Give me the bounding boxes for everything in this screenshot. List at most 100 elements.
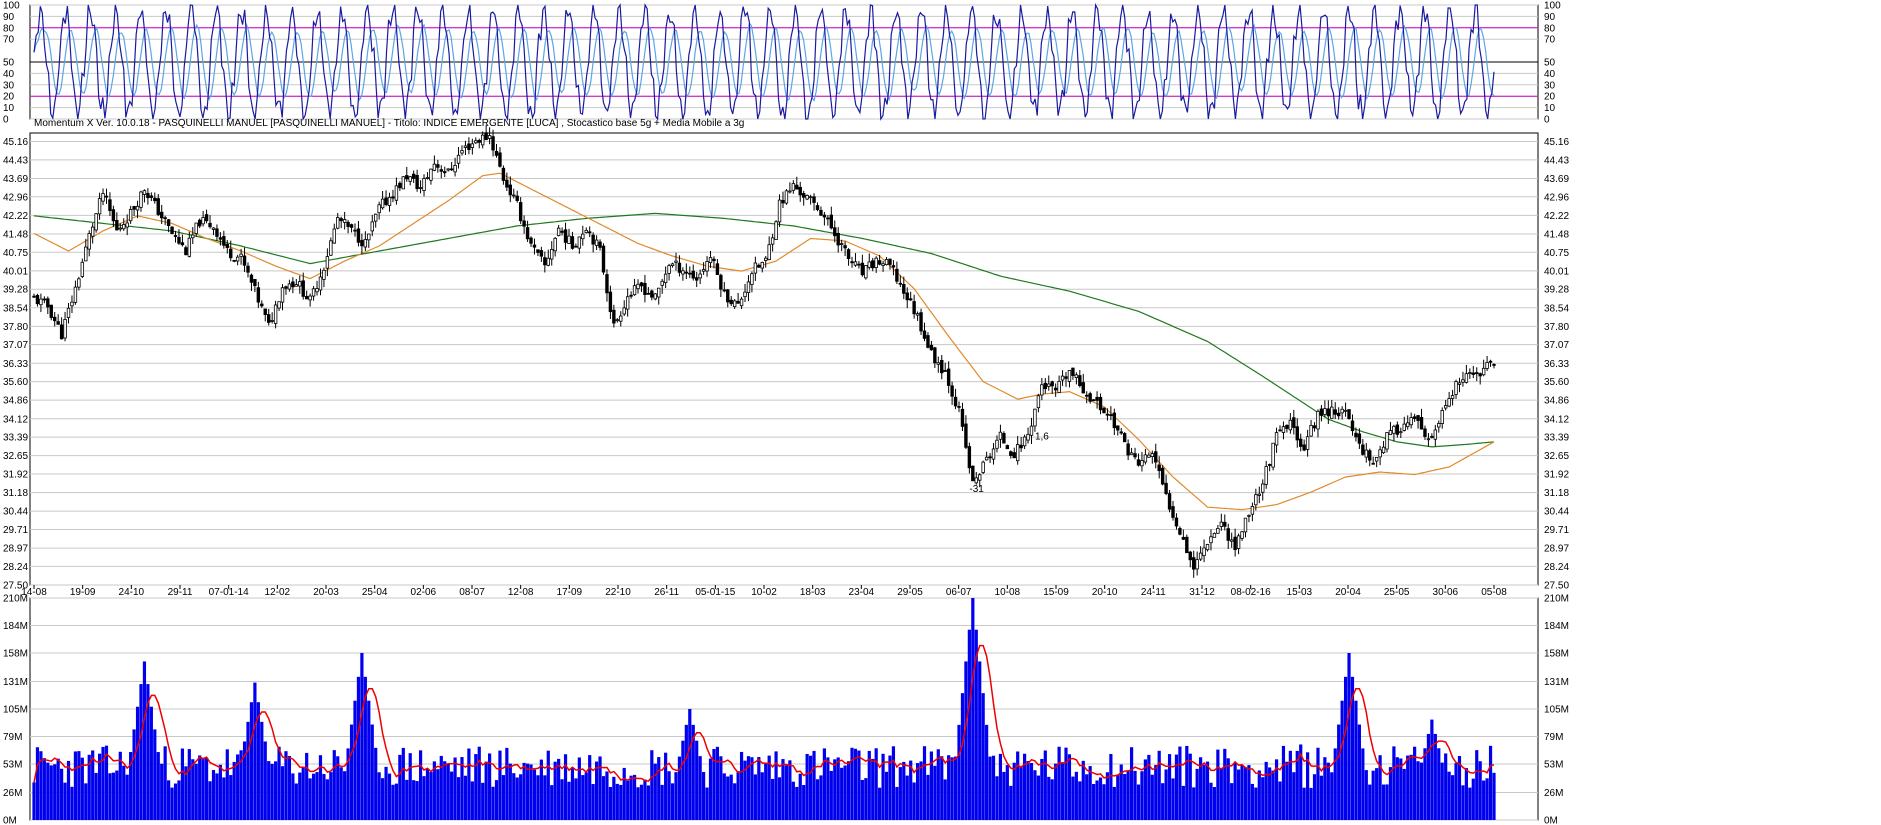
- price-x-tick-label: 29-11: [168, 587, 193, 598]
- candle-body: [422, 178, 426, 191]
- candle-body: [1129, 452, 1134, 455]
- volume-bar: [187, 749, 191, 820]
- candle-body: [1412, 416, 1417, 419]
- candle-body: [1229, 539, 1234, 542]
- price-tick-label-left: 31.92: [3, 470, 28, 481]
- candle-body: [97, 198, 102, 215]
- volume-bar: [218, 764, 222, 820]
- candle-body: [80, 261, 85, 277]
- volume-bar: [1295, 750, 1299, 820]
- candle-body: [988, 456, 992, 459]
- volume-bar: [1323, 757, 1327, 820]
- candle-body: [629, 294, 633, 297]
- price-x-tick-label: 24-11: [1141, 587, 1166, 598]
- volume-bar: [570, 767, 575, 820]
- price-tick-label-left: 34.12: [3, 414, 28, 425]
- volume-bar: [249, 702, 254, 820]
- candle-body: [694, 277, 699, 281]
- volume-bar: [1105, 772, 1110, 820]
- candle-body: [750, 273, 754, 285]
- volume-bar: [784, 765, 789, 820]
- candle-body: [1336, 412, 1341, 417]
- candle-body: [125, 222, 129, 228]
- volume-bar: [843, 765, 847, 820]
- volume-bar: [985, 724, 989, 820]
- candle-body: [953, 396, 958, 407]
- candle-body: [1022, 436, 1027, 447]
- volume-bar: [42, 758, 46, 820]
- volume-bar: [833, 759, 837, 820]
- volume-bar: [1219, 768, 1223, 820]
- price-tick-label-right: 31.92: [1544, 470, 1569, 481]
- volume-bar: [194, 763, 198, 820]
- volume-bar: [826, 757, 830, 820]
- volume-bar: [274, 761, 278, 820]
- volume-bar: [87, 754, 91, 820]
- candle-body: [1095, 396, 1099, 401]
- volume-bar: [381, 778, 385, 820]
- volume-bar: [1430, 719, 1434, 820]
- volume-bar: [1271, 770, 1275, 820]
- volume-bar: [608, 786, 613, 820]
- volume-bar: [1095, 780, 1099, 820]
- volume-tick-label-right: 184M: [1544, 621, 1569, 632]
- volume-bar: [91, 750, 95, 820]
- candle-body: [1002, 433, 1006, 444]
- candle-body: [974, 477, 978, 484]
- volume-bar: [978, 661, 982, 820]
- chart-header: Momentum X Ver. 10.0.18 - PASQUINELLI MA…: [34, 118, 744, 129]
- volume-bar: [356, 676, 361, 820]
- volume-bar: [1174, 754, 1179, 820]
- candle-body: [991, 448, 996, 460]
- candle-body: [746, 281, 751, 294]
- candle-body: [63, 319, 67, 339]
- stochastic-tick-label-left: 80: [3, 23, 15, 34]
- volume-bar: [405, 779, 409, 820]
- volume-panel: 210M 210M 184M 184M 158M 158M 131M 131M 105M 105M…: [3, 594, 1569, 825]
- volume-bar: [522, 762, 526, 820]
- volume-bar: [1195, 768, 1199, 820]
- volume-bar: [1416, 761, 1420, 820]
- volume-bar: [494, 780, 499, 820]
- volume-bar: [712, 748, 716, 820]
- volume-bar: [1378, 755, 1382, 820]
- volume-bar: [322, 773, 326, 820]
- candle-body: [753, 262, 758, 274]
- volume-tick-label-right: 0M: [1544, 816, 1558, 825]
- candle-body: [177, 237, 181, 244]
- candle-body: [546, 257, 550, 266]
- volume-bar: [401, 747, 405, 820]
- volume-bar: [1005, 765, 1009, 820]
- volume-bar: [1485, 778, 1489, 820]
- volume-bar: [1385, 784, 1389, 820]
- volume-bar: [819, 775, 823, 820]
- candle-body: [898, 282, 903, 285]
- volume-bar: [60, 768, 64, 820]
- candle-body: [70, 301, 74, 307]
- candle-body: [1361, 444, 1365, 455]
- volume-bar: [750, 757, 754, 820]
- candle-body: [522, 220, 526, 227]
- volume-bar: [1399, 758, 1403, 820]
- volume-bar: [97, 753, 102, 820]
- volume-bar: [919, 761, 923, 820]
- candle-body: [201, 217, 205, 225]
- volume-bar: [1409, 754, 1413, 820]
- candle-body: [170, 226, 174, 235]
- volume-bar: [229, 775, 233, 820]
- volume-bar: [1475, 750, 1479, 820]
- volume-bar: [688, 709, 692, 820]
- stochastic-tick-label-right: 10: [1544, 103, 1556, 114]
- candle-body: [104, 195, 109, 198]
- price-x-tick-label: 18-03: [800, 587, 826, 598]
- volume-bar: [574, 778, 578, 820]
- volume-bar: [812, 750, 816, 820]
- candle-body: [218, 237, 223, 240]
- volume-bar: [277, 746, 281, 820]
- volume-bar: [1482, 780, 1486, 820]
- candle-body: [1157, 464, 1161, 472]
- volume-bar: [1205, 761, 1210, 820]
- volume-bar: [1088, 766, 1092, 820]
- candle-body: [660, 280, 664, 286]
- volume-bar: [950, 757, 954, 820]
